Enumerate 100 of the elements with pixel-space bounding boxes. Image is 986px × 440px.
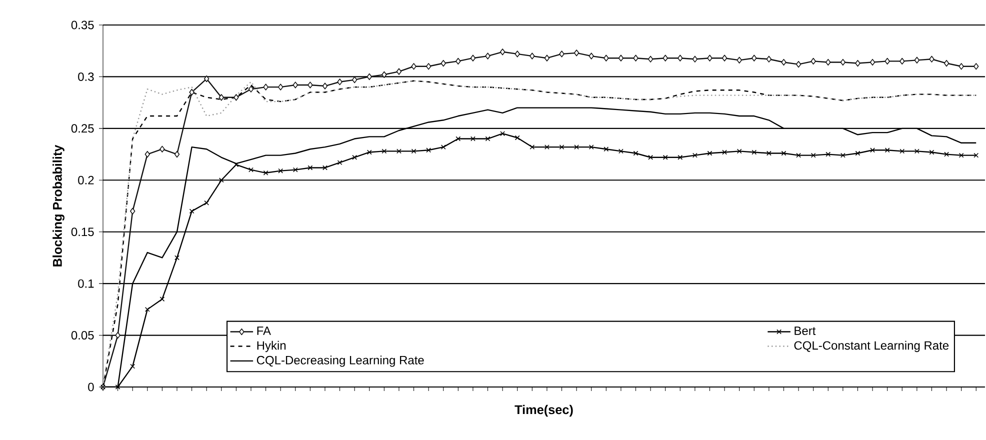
point	[826, 152, 831, 157]
point	[130, 208, 136, 215]
point	[958, 152, 964, 158]
point	[248, 167, 254, 172]
point	[678, 154, 683, 160]
point	[736, 148, 742, 154]
point	[766, 56, 772, 62]
y-tick-label: 0.05	[71, 331, 94, 340]
point	[189, 208, 194, 214]
point	[144, 306, 150, 312]
point	[456, 58, 461, 65]
point	[574, 144, 580, 150]
point	[456, 136, 461, 142]
point	[781, 150, 786, 156]
point	[174, 150, 180, 158]
y-axis-title: Blocking Probability	[52, 144, 64, 266]
point	[470, 136, 476, 142]
point	[736, 56, 742, 64]
legend-label: CQL-Decreasing Learning Rate	[256, 356, 424, 367]
point	[544, 54, 550, 62]
y-tick-label: 0.2	[78, 176, 94, 184]
point	[278, 84, 284, 90]
point	[618, 148, 624, 154]
point	[530, 144, 535, 150]
point	[722, 54, 728, 62]
point	[322, 82, 328, 90]
point	[530, 52, 535, 60]
point	[218, 94, 224, 101]
point	[707, 150, 712, 156]
point	[130, 364, 136, 369]
point	[337, 160, 342, 166]
point	[840, 152, 846, 158]
point	[204, 75, 210, 82]
point	[366, 73, 372, 80]
point	[944, 152, 949, 157]
legend-label: CQL-Constant Learning Rate	[794, 340, 949, 352]
point	[440, 144, 446, 150]
point	[840, 58, 846, 66]
legend-label: FA	[257, 326, 271, 335]
point	[974, 63, 979, 70]
point	[248, 86, 254, 92]
y-tick-label: 0.25	[71, 124, 94, 133]
y-tick-label: 0.1	[78, 279, 94, 288]
point	[426, 63, 432, 70]
point	[900, 58, 905, 65]
point	[752, 54, 757, 62]
point	[308, 165, 313, 170]
legend-label: Hykin	[257, 340, 286, 352]
point	[559, 50, 564, 58]
point	[204, 200, 210, 206]
point	[160, 146, 165, 152]
point	[500, 131, 506, 136]
point	[870, 58, 876, 66]
point	[292, 82, 298, 88]
point	[707, 54, 712, 62]
point	[855, 60, 860, 67]
point	[115, 332, 120, 339]
point	[678, 54, 683, 62]
point	[604, 54, 609, 62]
point	[352, 154, 358, 160]
point	[648, 154, 654, 160]
point	[337, 78, 342, 86]
point	[929, 150, 934, 155]
point	[514, 50, 520, 58]
point	[352, 76, 358, 84]
point	[914, 56, 920, 64]
point	[662, 54, 668, 62]
point	[278, 168, 284, 174]
point	[855, 150, 860, 156]
point	[958, 63, 964, 70]
point	[366, 150, 372, 155]
point	[322, 165, 328, 170]
point	[633, 54, 638, 62]
point	[722, 150, 728, 155]
point	[662, 154, 668, 160]
point	[648, 56, 654, 62]
point	[396, 68, 402, 75]
point	[810, 58, 816, 65]
point	[974, 152, 979, 158]
y-tick-label: 0.15	[71, 228, 94, 236]
point	[514, 135, 520, 140]
point	[160, 296, 165, 302]
y-tick-label: 0	[88, 382, 94, 392]
point	[900, 148, 905, 154]
x-axis-title: Time(sec)	[514, 404, 573, 417]
point	[574, 50, 580, 56]
point	[263, 84, 268, 90]
point	[914, 148, 920, 154]
point	[618, 54, 624, 62]
point	[588, 52, 594, 60]
point	[796, 152, 802, 158]
point	[218, 178, 224, 183]
point	[870, 148, 876, 153]
point	[766, 150, 772, 156]
point	[884, 148, 890, 153]
point	[411, 63, 416, 70]
point	[308, 82, 313, 88]
y-tick-label: 0.35	[71, 20, 94, 30]
point	[559, 144, 564, 150]
point	[382, 148, 387, 154]
